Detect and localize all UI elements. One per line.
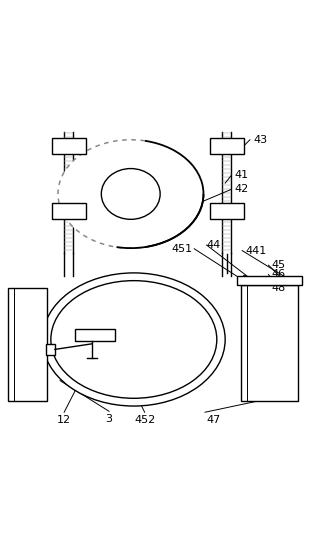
Text: 441: 441: [245, 246, 267, 256]
Text: 42: 42: [234, 184, 249, 194]
Bar: [237, 276, 302, 285]
Text: 47: 47: [207, 415, 221, 424]
Bar: [52, 203, 86, 219]
Text: 44: 44: [207, 240, 221, 250]
Bar: [46, 344, 55, 355]
Bar: [52, 138, 86, 153]
Bar: [14, 288, 47, 401]
Text: 452: 452: [134, 415, 155, 424]
Bar: [210, 203, 244, 219]
Bar: [75, 329, 115, 341]
Text: 45: 45: [272, 260, 286, 270]
Text: 43: 43: [253, 135, 267, 145]
Ellipse shape: [51, 280, 217, 399]
Text: 451: 451: [172, 244, 193, 254]
Bar: [8, 288, 47, 401]
Text: 46: 46: [272, 269, 286, 279]
Ellipse shape: [58, 140, 203, 248]
Text: 3: 3: [105, 414, 113, 424]
Text: 41: 41: [234, 171, 248, 181]
Text: 48: 48: [272, 283, 286, 293]
Text: 4: 4: [234, 204, 242, 214]
Bar: [241, 285, 298, 401]
Text: 12: 12: [57, 415, 71, 424]
Ellipse shape: [101, 168, 160, 219]
Bar: [210, 138, 244, 153]
Ellipse shape: [43, 273, 225, 406]
